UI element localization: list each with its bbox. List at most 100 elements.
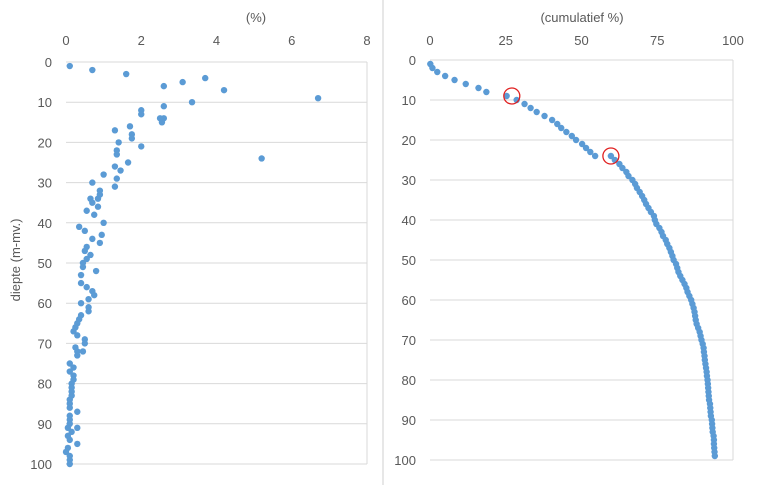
left-data-point bbox=[100, 171, 107, 178]
right-y-tick-label: 10 bbox=[402, 93, 416, 108]
right-y-tick-label: 60 bbox=[402, 293, 416, 308]
left-data-point bbox=[66, 62, 73, 70]
left-data-point bbox=[77, 271, 85, 279]
highlight-circle bbox=[602, 147, 620, 165]
left-data-point bbox=[85, 295, 92, 303]
right-x-tick-label: 0 bbox=[426, 33, 433, 48]
left-y-tick-label: 90 bbox=[38, 417, 52, 432]
left-data-point bbox=[156, 115, 164, 122]
left-data-point bbox=[66, 436, 73, 444]
left-data-point bbox=[94, 195, 102, 202]
right-y-tick-label: 0 bbox=[409, 53, 416, 68]
right-data-point bbox=[434, 68, 441, 76]
right-data-point bbox=[607, 152, 615, 160]
right-data-point bbox=[483, 88, 490, 96]
left-data-point bbox=[77, 279, 85, 287]
left-x-tick-labels: 0 2 4 6 8 bbox=[62, 33, 370, 48]
left-gridlines bbox=[66, 61, 368, 465]
left-data-point bbox=[89, 66, 96, 74]
left-x-tick-label: 8 bbox=[363, 33, 370, 48]
left-data-point bbox=[160, 103, 168, 110]
left-x-tick-label: 2 bbox=[138, 33, 145, 48]
right-y-tick-label: 100 bbox=[394, 453, 416, 468]
right-data-point bbox=[625, 172, 632, 180]
right-data-point bbox=[619, 164, 626, 172]
left-chart-title: (%) bbox=[246, 10, 266, 25]
left-data-point bbox=[87, 251, 94, 259]
right-data-point bbox=[521, 100, 528, 108]
right-data-point bbox=[548, 116, 556, 124]
left-data-point bbox=[66, 368, 73, 375]
right-data-point bbox=[475, 84, 482, 92]
right-data-point bbox=[503, 92, 510, 100]
left-data-point bbox=[258, 155, 265, 162]
right-data-point bbox=[557, 124, 565, 132]
left-data-point bbox=[160, 82, 168, 90]
right-data-point bbox=[582, 144, 590, 152]
left-data-point bbox=[62, 448, 70, 456]
left-data-point bbox=[113, 175, 120, 182]
left-data-point bbox=[179, 78, 186, 86]
left-data-point bbox=[74, 352, 81, 359]
right-data-point bbox=[587, 148, 594, 156]
left-y-tick-label: 60 bbox=[38, 296, 52, 311]
right-data-point bbox=[711, 452, 719, 460]
left-data-point bbox=[111, 163, 119, 170]
left-data-point bbox=[64, 424, 72, 432]
left-data-point bbox=[89, 235, 96, 243]
left-data-point bbox=[83, 283, 90, 291]
left-data-point bbox=[81, 227, 89, 235]
left-data-point bbox=[74, 440, 81, 448]
left-y-tick-label: 70 bbox=[38, 336, 52, 351]
right-data-point bbox=[533, 108, 540, 116]
left-data-point bbox=[128, 135, 136, 142]
right-y-tick-label: 50 bbox=[402, 253, 416, 268]
left-y-tick-label: 10 bbox=[38, 95, 52, 110]
left-y-tick-label: 80 bbox=[38, 377, 52, 392]
left-data-point bbox=[89, 199, 96, 206]
left-data-point bbox=[92, 267, 100, 275]
depth-percent-chart: 0 2 4 6 8 0 10 20 30 40 50 60 70 80 90 100 (%) diepte … bbox=[8, 10, 371, 472]
right-data-point bbox=[462, 80, 469, 88]
left-data-point bbox=[83, 207, 90, 214]
left-data-point bbox=[66, 360, 73, 367]
right-data-point bbox=[429, 64, 436, 72]
left-x-tick-label: 6 bbox=[288, 33, 295, 48]
left-y-tick-label: 20 bbox=[38, 135, 52, 150]
right-data-point bbox=[568, 132, 576, 140]
left-y-tick-label: 30 bbox=[38, 176, 52, 191]
left-data-point bbox=[126, 123, 134, 130]
left-data-point bbox=[188, 99, 196, 106]
left-y-tick-labels: 0 10 20 30 40 50 60 70 80 90 100 bbox=[30, 55, 52, 472]
left-y-tick-label: 100 bbox=[30, 457, 52, 472]
left-data-point bbox=[202, 74, 209, 82]
left-data-point bbox=[113, 151, 120, 158]
right-x-tick-label: 25 bbox=[499, 33, 513, 48]
right-data-point bbox=[563, 128, 570, 136]
right-highlight-circles bbox=[503, 87, 620, 165]
right-data-point bbox=[451, 76, 458, 84]
left-data-point bbox=[79, 348, 87, 355]
right-data-point bbox=[578, 140, 586, 148]
right-x-tick-label: 50 bbox=[574, 33, 588, 48]
right-data-point bbox=[554, 120, 561, 128]
left-x-tick-label: 4 bbox=[213, 33, 220, 48]
left-data-point bbox=[98, 231, 105, 239]
right-gridlines bbox=[430, 59, 734, 461]
left-data-point bbox=[91, 211, 98, 218]
left-data-point bbox=[314, 94, 322, 102]
right-chart-title: (cumulatief %) bbox=[540, 10, 623, 25]
left-data-point bbox=[74, 332, 81, 339]
left-data-point bbox=[220, 86, 228, 94]
left-data-point bbox=[66, 404, 73, 411]
right-y-tick-label: 20 bbox=[402, 133, 416, 148]
left-data-point bbox=[68, 428, 75, 436]
right-y-tick-label: 30 bbox=[402, 173, 416, 188]
left-data-point bbox=[100, 219, 107, 226]
right-data-points bbox=[427, 60, 719, 460]
left-data-point bbox=[79, 263, 87, 271]
left-data-point bbox=[81, 340, 89, 347]
left-data-point bbox=[138, 111, 145, 118]
right-x-tick-label: 100 bbox=[722, 33, 744, 48]
